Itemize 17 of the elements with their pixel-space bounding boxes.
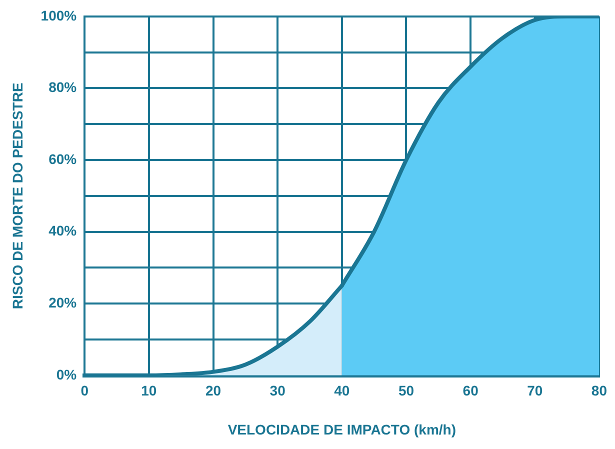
y-tick-label: 80% [48,79,78,96]
x-tick-label: 0 [80,382,89,399]
x-tick-label: 30 [270,382,286,399]
y-tick-label: 100% [40,7,78,24]
x-tick-label: 50 [398,382,414,399]
y-tick-label: 60% [48,150,78,167]
x-tick-label: 80 [591,382,608,399]
y-tick-label: 40% [48,222,78,239]
y-tick-label: 20% [48,294,78,310]
x-tick-label: 60 [462,382,479,399]
x-tick-label: 10 [141,382,157,399]
y-axis-title: RISCO DE MORTE DO PEDESTRE [9,82,26,310]
x-axis-title: VELOCIDADE DE IMPACTO (km/h) [228,421,456,438]
x-tick-label: 40 [334,382,350,399]
y-tick-label: 0% [56,366,78,382]
x-tick-label: 70 [527,382,543,399]
x-tick-label: 20 [205,382,222,399]
